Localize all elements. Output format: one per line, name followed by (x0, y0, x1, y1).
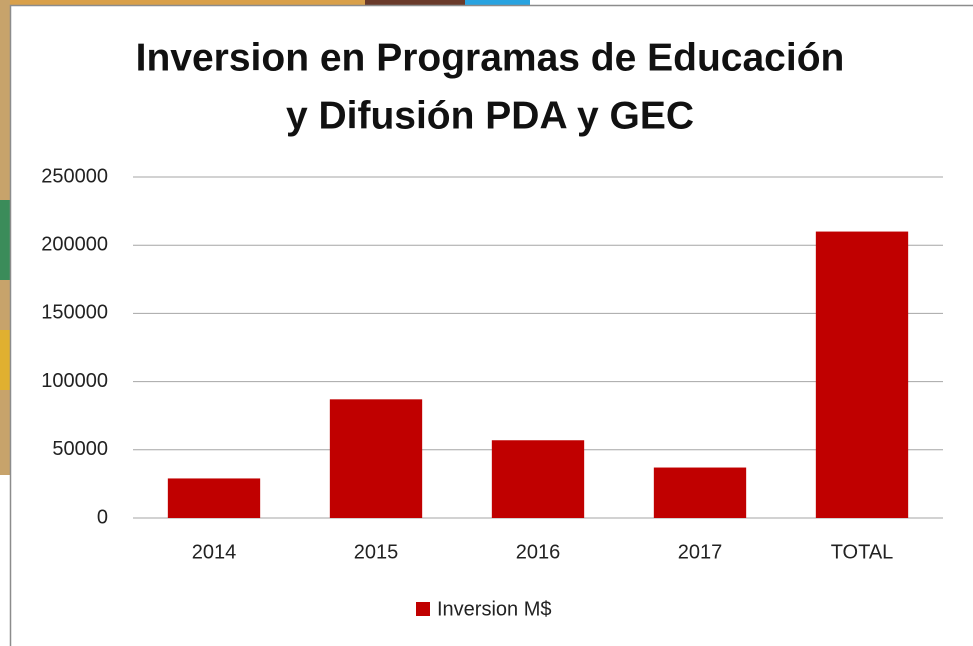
x-tick-label: 2014 (192, 541, 237, 563)
y-tick-label: 50000 (52, 438, 108, 460)
bar (815, 231, 909, 518)
x-tick-label: 2016 (516, 541, 561, 563)
chart-title: y Difusión PDA y GEC (286, 94, 694, 137)
bar (653, 467, 747, 518)
background-image-strip (0, 330, 10, 390)
background-image-strip (0, 0, 530, 8)
legend-label: Inversion M$ (437, 598, 552, 620)
y-tick-label: 150000 (41, 302, 108, 324)
legend-swatch (416, 602, 430, 616)
background-image-strip (0, 200, 10, 280)
bar (491, 440, 585, 518)
y-tick-label: 250000 (41, 165, 108, 187)
chart-title: Inversion en Programas de Educación (136, 36, 845, 79)
y-tick-label: 200000 (41, 233, 108, 255)
y-tick-label: 0 (97, 506, 108, 528)
x-tick-label: TOTAL (831, 541, 894, 563)
y-tick-label: 100000 (41, 370, 108, 392)
bar (329, 399, 423, 518)
x-tick-label: 2017 (678, 541, 723, 563)
bar (167, 478, 261, 518)
background-image-strip (465, 0, 530, 8)
chart-frame (9, 4, 973, 646)
x-tick-label: 2015 (354, 541, 399, 563)
background-image-strip (365, 0, 465, 8)
